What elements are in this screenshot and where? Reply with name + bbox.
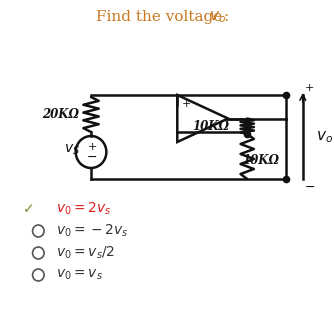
Text: $\mathit{v}_S$: $\mathit{v}_S$ <box>64 143 80 157</box>
Text: 10KΩ: 10KΩ <box>192 120 229 133</box>
Text: +: + <box>182 99 191 109</box>
Text: 20KΩ: 20KΩ <box>42 108 79 121</box>
Text: $v_0 = 2v_s$: $v_0 = 2v_s$ <box>55 201 111 217</box>
Text: $v_0 = v_s$: $v_0 = v_s$ <box>55 268 103 282</box>
Text: ✓: ✓ <box>23 202 34 216</box>
Text: $v_o$: $v_o$ <box>209 9 226 25</box>
Text: +: + <box>87 142 97 152</box>
Text: $v_0 = v_s/2$: $v_0 = v_s/2$ <box>55 245 115 261</box>
Text: $\mathit{v}_o$: $\mathit{v}_o$ <box>316 129 333 145</box>
Text: +: + <box>305 83 314 93</box>
Text: −: − <box>182 127 192 140</box>
Text: Find the voltage: Find the voltage <box>96 10 227 24</box>
Text: 10KΩ: 10KΩ <box>242 154 280 167</box>
Text: :: : <box>223 10 228 24</box>
Text: −: − <box>87 150 97 164</box>
Text: −: − <box>305 181 315 194</box>
Text: $v_0 = -2v_s$: $v_0 = -2v_s$ <box>55 223 128 239</box>
